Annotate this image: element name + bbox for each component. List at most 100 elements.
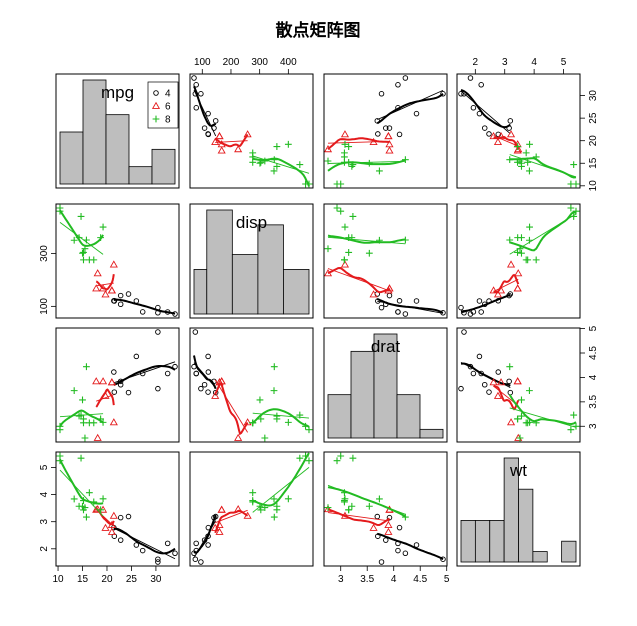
y-tick-label-right-drat: 4 <box>588 374 599 380</box>
point-group-8 <box>296 454 304 462</box>
panel-disp-disp: disp <box>189 203 314 319</box>
point-group-4 <box>117 292 124 299</box>
point-group-8 <box>401 156 409 164</box>
panel-content <box>59 79 176 185</box>
point-group-8 <box>80 415 87 423</box>
point-group-8 <box>522 149 530 157</box>
point-group-6 <box>234 433 243 441</box>
panel-drat-wt <box>456 327 581 443</box>
point-group-8 <box>337 180 345 188</box>
point-group-6 <box>340 130 350 138</box>
point-group-6 <box>385 284 394 292</box>
point-group-8 <box>284 418 292 426</box>
point-group-6 <box>211 523 220 531</box>
point-group-4 <box>125 513 132 520</box>
panel-content <box>458 329 580 442</box>
point-group-4 <box>164 370 171 377</box>
point-group-6 <box>243 511 252 519</box>
point-group-4 <box>383 301 389 307</box>
point-group-4 <box>395 105 401 111</box>
point-group-8 <box>514 249 521 256</box>
point-group-4 <box>111 298 117 304</box>
point-group-4 <box>375 131 381 137</box>
legend-box <box>147 81 179 129</box>
point-group-4 <box>155 556 161 562</box>
point-group-4 <box>395 309 401 315</box>
point-group-8 <box>99 223 107 231</box>
y-tick-label-left-disp: 300 <box>39 245 50 262</box>
panel-content <box>191 75 313 188</box>
point-group-8 <box>56 422 64 430</box>
point-group-4 <box>155 310 161 316</box>
point-group-6 <box>107 286 116 294</box>
point-group-8 <box>90 256 98 264</box>
point-group-4 <box>155 329 161 335</box>
point-group-4 <box>396 524 403 531</box>
point-group-8 <box>524 158 532 166</box>
point-group-4 <box>205 389 211 395</box>
point-group-4 <box>191 75 197 81</box>
point-group-4 <box>139 370 146 377</box>
fit-line-8 <box>59 469 104 517</box>
point-group-8 <box>81 245 89 253</box>
point-group-4 <box>155 385 161 392</box>
point-group-4 <box>198 385 204 392</box>
point-group-8 <box>296 411 304 419</box>
point-group-8 <box>348 163 356 170</box>
point-group-8 <box>256 502 264 510</box>
point-group-8 <box>572 207 580 215</box>
point-group-4 <box>506 292 512 299</box>
point-group-8 <box>305 457 313 465</box>
panel-content <box>56 204 178 317</box>
point-group-4 <box>458 385 464 392</box>
point-group-8 <box>401 513 409 521</box>
panel-content <box>191 452 313 565</box>
panel-border <box>456 73 581 189</box>
smooth-line-6 <box>327 266 390 294</box>
point-group-8 <box>324 245 332 253</box>
point-group-4 <box>205 131 212 138</box>
point-group-8 <box>81 434 89 442</box>
panel-content <box>193 209 310 315</box>
point-group-8 <box>80 249 87 256</box>
point-group-6 <box>109 418 118 426</box>
x-tick-label-bottom-mpg: 15 <box>77 574 89 585</box>
point-group-8 <box>257 506 265 514</box>
point-group-4 <box>478 82 484 88</box>
point-group-6 <box>506 260 516 268</box>
point-group-4 <box>507 291 514 297</box>
x-tick-label-bottom-mpg: 30 <box>150 574 162 585</box>
point-group-6 <box>93 269 102 277</box>
point-group-6 <box>489 378 498 386</box>
point-group-4 <box>375 533 381 539</box>
point-group-6 <box>243 418 252 426</box>
point-group-8 <box>376 495 383 503</box>
point-group-4 <box>193 547 200 554</box>
point-group-8 <box>524 256 532 264</box>
point-group-6 <box>369 523 378 531</box>
point-group-8 <box>257 415 265 423</box>
point-group-8 <box>261 157 269 165</box>
point-group-6 <box>513 377 522 385</box>
hist-bar-disp <box>193 269 208 315</box>
point-group-6 <box>385 146 394 154</box>
panel-border <box>55 451 180 567</box>
point-group-8 <box>341 256 348 264</box>
point-group-8 <box>526 223 533 231</box>
point-group-8 <box>56 452 64 460</box>
point-group-6 <box>92 377 101 385</box>
point-group-6 <box>513 146 522 154</box>
point-group-4 <box>198 559 204 565</box>
point-group-8 <box>249 149 257 157</box>
fit-line-6 <box>327 268 390 292</box>
point-group-8 <box>70 495 78 503</box>
point-group-4 <box>192 329 199 335</box>
panel-wt-disp <box>189 451 314 567</box>
point-group-4 <box>201 125 208 131</box>
hist-bar-wt <box>489 520 505 563</box>
point-group-8 <box>506 236 514 244</box>
panel-wt-mpg <box>55 451 180 567</box>
panel-content <box>460 457 577 563</box>
point-group-6 <box>493 137 503 145</box>
x-tick-label-bottom-mpg: 20 <box>101 574 113 585</box>
